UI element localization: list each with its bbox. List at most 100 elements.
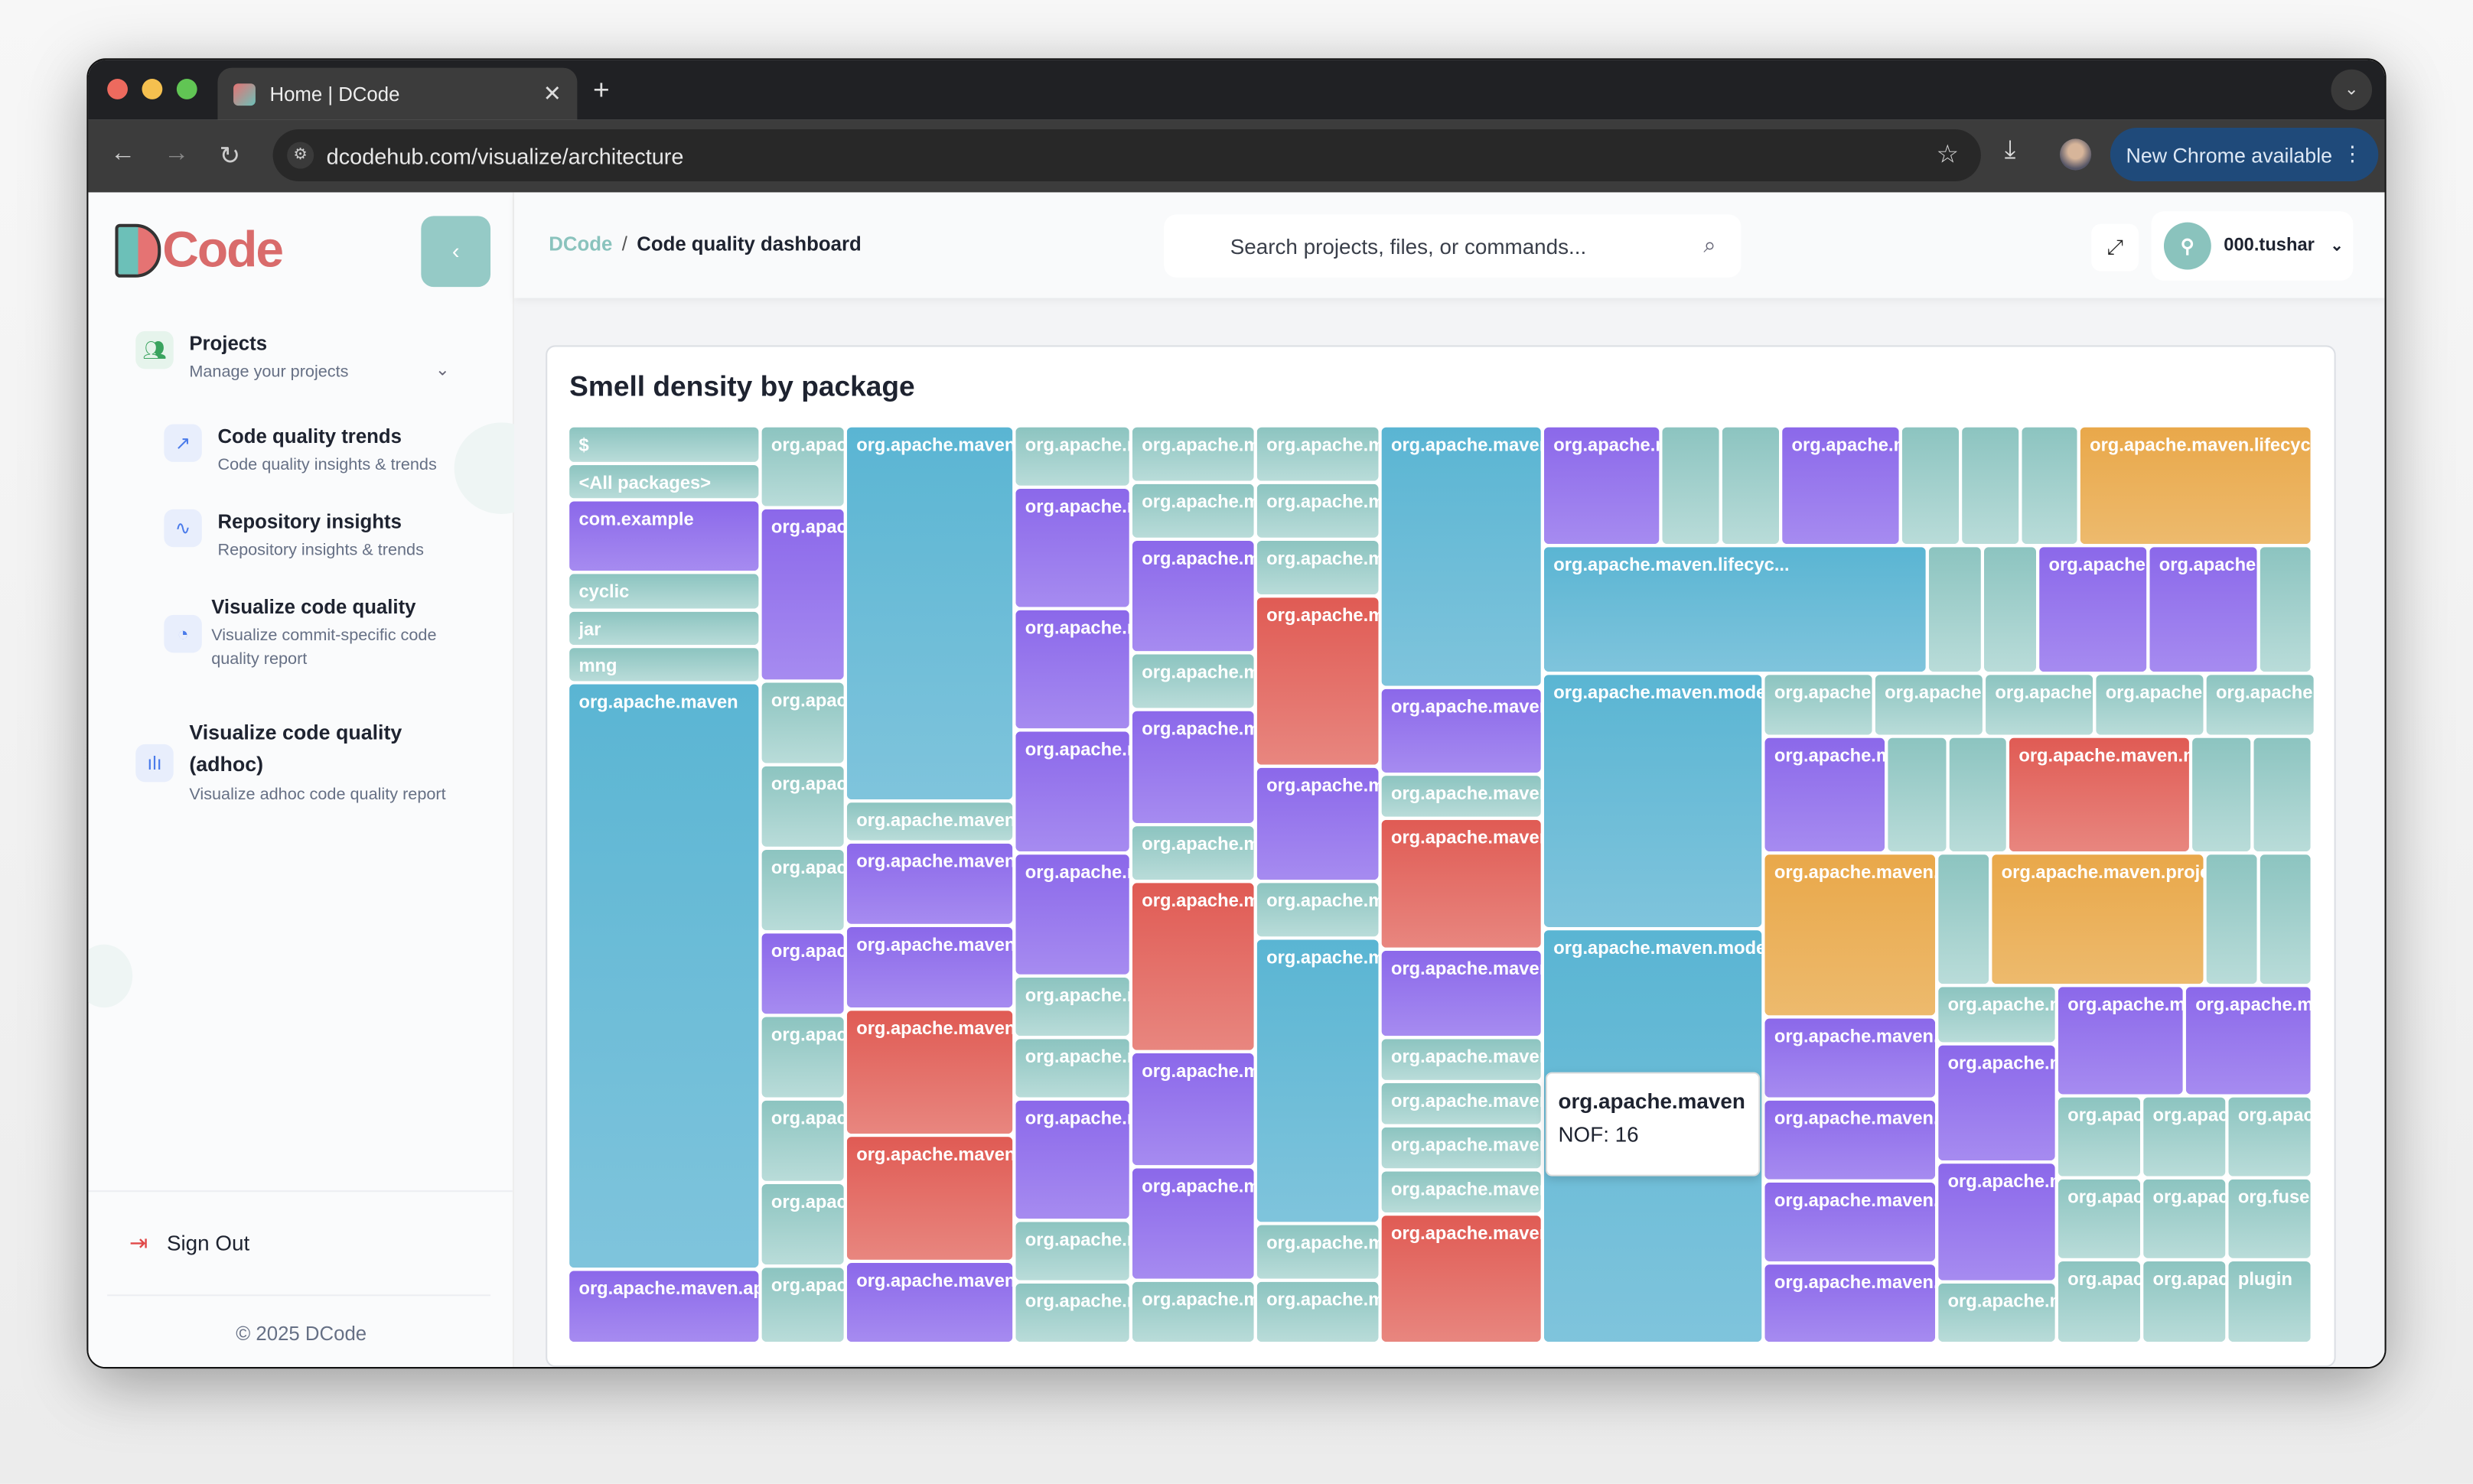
search-input[interactable]: Search projects, files, or commands... ⌕ xyxy=(1164,214,1742,278)
treemap-cell[interactable]: org.apache.m xyxy=(1255,425,1380,483)
treemap-cell[interactable]: org.apache.m xyxy=(1937,985,2057,1044)
treemap-cell[interactable] xyxy=(2258,853,2312,986)
treemap-cell[interactable]: org.apache.n xyxy=(1014,1281,1131,1344)
treemap-cell[interactable]: org.apache.maven. xyxy=(845,801,1015,842)
treemap-cell[interactable]: org.apac xyxy=(760,1266,846,1344)
treemap-cell[interactable]: org.apache.m xyxy=(1255,766,1380,882)
dcode-logo[interactable]: Code xyxy=(115,221,284,279)
treemap-cell[interactable]: org.apache.maven. xyxy=(845,1261,1015,1344)
sign-out-button[interactable]: ⇥ Sign Out xyxy=(129,1230,249,1257)
treemap-cell[interactable]: org.apache.m xyxy=(1255,539,1380,597)
treemap-cell[interactable]: com.example xyxy=(568,500,761,573)
treemap-cell[interactable]: org.apac xyxy=(760,507,846,682)
treemap-cell[interactable] xyxy=(1900,425,1961,546)
search-icon[interactable]: ⌕ xyxy=(1703,231,1716,257)
treemap-cell[interactable]: org.apache.n xyxy=(1014,1220,1131,1282)
treemap-cell[interactable]: cyclic xyxy=(568,572,761,610)
treemap-cell[interactable]: org.apache.m xyxy=(1130,709,1256,825)
treemap-cell[interactable]: org.apache. xyxy=(2038,545,2149,674)
treemap-cell[interactable]: org.apache.n xyxy=(1014,730,1131,854)
treemap-cell[interactable]: org.apache.maven xyxy=(1380,774,1543,818)
treemap-cell[interactable]: org.apache.m xyxy=(1130,1280,1256,1344)
treemap-cell[interactable]: org.fuse xyxy=(2227,1177,2312,1260)
user-menu[interactable]: ⚲ 000.tushar ⌄ xyxy=(2151,211,2354,281)
treemap-cell[interactable]: org.apache.maven. xyxy=(1763,1098,1937,1181)
treemap-cell[interactable]: org.apache. xyxy=(1873,673,1984,737)
treemap-cell[interactable]: org.apache.maven xyxy=(1380,1037,1543,1082)
treemap-cell[interactable]: org.apache.m xyxy=(1130,425,1256,483)
treemap-cell[interactable] xyxy=(1982,545,2038,674)
kebab-menu-icon[interactable]: ⋮ xyxy=(2341,142,2363,166)
treemap-cell[interactable]: org.apac xyxy=(2142,1177,2227,1260)
treemap-cell[interactable]: org.apache.maven xyxy=(1380,425,1543,688)
bookmark-star-icon[interactable]: ☆ xyxy=(1936,142,1960,169)
treemap-cell[interactable]: org.apache.maven xyxy=(1380,1081,1543,1126)
treemap-cell[interactable]: org.apac xyxy=(760,1015,846,1099)
tab-search-chevron-icon[interactable]: ⌄ xyxy=(2331,69,2373,111)
treemap-cell[interactable]: org.apac xyxy=(760,1098,846,1183)
new-tab-icon[interactable]: + xyxy=(593,73,610,106)
treemap-cell[interactable]: org.apac xyxy=(760,425,846,508)
treemap-cell[interactable]: org.apache.m xyxy=(1130,881,1256,1052)
treemap-cell[interactable]: $ xyxy=(568,425,761,464)
treemap-cell[interactable]: org.apache.m xyxy=(1542,425,1661,546)
treemap-cell[interactable]: org.apache.n xyxy=(1014,853,1131,976)
treemap-cell[interactable]: org.apache.m xyxy=(1937,1162,2057,1282)
treemap-cell[interactable]: org.apache.maven. xyxy=(1763,853,1937,1017)
sidebar-item-projects[interactable]: 👥︎ Projects Manage your projects ⌄ xyxy=(135,330,467,385)
address-bar[interactable]: ⚙ dcodehub.com/visualize/architecture ☆ xyxy=(272,129,1981,182)
maximize-window-button[interactable] xyxy=(176,79,197,99)
treemap-cell[interactable]: org.apache.maven. xyxy=(845,425,1015,802)
treemap-cell[interactable]: org.apac xyxy=(2142,1259,2227,1344)
treemap-cell[interactable] xyxy=(2258,545,2312,674)
treemap-cell[interactable] xyxy=(1886,736,1948,854)
treemap-cell[interactable]: org.apache. xyxy=(1763,673,1874,737)
treemap-cell[interactable]: org.apache.n xyxy=(1014,975,1131,1038)
treemap-cell[interactable]: org.apache.m xyxy=(1937,1281,2057,1344)
treemap-cell[interactable]: org.apache.m xyxy=(1763,736,1887,854)
chevron-down-icon[interactable]: ⌄ xyxy=(435,361,450,380)
treemap-cell[interactable]: org.apache.maven. xyxy=(1763,1017,1937,1099)
treemap-cell[interactable]: org.apache.n xyxy=(1014,1098,1131,1221)
treemap-cell[interactable] xyxy=(1720,425,1781,546)
treemap-cell[interactable]: org.apache.m xyxy=(1255,482,1380,539)
treemap-cell[interactable]: org.apache.m xyxy=(1130,653,1256,710)
treemap-cell[interactable]: org.apache.maven.proje xyxy=(1990,853,2205,986)
treemap-cell[interactable] xyxy=(1937,853,1991,986)
treemap-cell[interactable]: org.apache.maven. xyxy=(845,925,1015,1010)
treemap-cell[interactable]: org.apac xyxy=(760,848,846,932)
treemap-cell[interactable]: org.apache.n xyxy=(1014,608,1131,731)
treemap-cell[interactable]: org.apache. xyxy=(2148,545,2259,674)
treemap-cell[interactable] xyxy=(2252,736,2312,854)
treemap-cell[interactable]: org.apache.n xyxy=(1014,425,1131,487)
treemap-cell[interactable]: org.apac xyxy=(2227,1095,2312,1178)
treemap-cell[interactable]: <All packages> xyxy=(568,463,761,500)
treemap-cell[interactable]: mng xyxy=(568,646,761,683)
treemap-cell[interactable]: org.apache.maven. xyxy=(1763,1180,1937,1264)
treemap-cell[interactable]: org.apache.maven. xyxy=(845,841,1015,926)
treemap-cell[interactable]: org.apache.maven.m xyxy=(2007,736,2191,854)
treemap-cell[interactable]: org.apache.n xyxy=(1014,1037,1131,1099)
close-window-button[interactable] xyxy=(107,79,128,99)
treemap-cell[interactable]: org.apache.maven.ap xyxy=(568,1269,761,1344)
treemap-cell[interactable]: org.apac xyxy=(2056,1259,2142,1344)
forward-icon[interactable]: → xyxy=(164,140,190,168)
treemap-cell[interactable]: org.apache.m xyxy=(1255,938,1380,1224)
close-tab-icon[interactable]: ✕ xyxy=(542,80,562,106)
treemap-cell[interactable]: org.apache.m xyxy=(1255,881,1380,939)
sidebar-item-code-quality-trends[interactable]: ↗ Code quality trends Code quality insigh… xyxy=(164,424,479,477)
treemap-cell[interactable] xyxy=(1947,736,2008,854)
treemap-cell[interactable] xyxy=(2191,736,2253,854)
treemap-cell[interactable]: org.apac xyxy=(2056,1177,2142,1260)
treemap-cell[interactable]: org.apac xyxy=(760,764,846,848)
treemap-cell[interactable]: org.apache. xyxy=(2094,673,2205,737)
treemap-cell[interactable]: jar xyxy=(568,610,761,647)
treemap-cell[interactable] xyxy=(2204,853,2259,986)
treemap-cell[interactable]: org.apache.m xyxy=(1781,425,1901,546)
sidebar-item-visualize-code-quality[interactable]: ◔ Visualize code quality Visualize commit… xyxy=(164,594,479,672)
treemap-cell[interactable] xyxy=(2020,425,2079,546)
breadcrumb-home-link[interactable]: DCode xyxy=(549,233,613,255)
treemap-cell[interactable]: org.apache.m xyxy=(1937,1043,2057,1163)
reload-icon[interactable]: ↻ xyxy=(219,143,241,171)
treemap-cell[interactable]: org.apache.m xyxy=(1255,1280,1380,1344)
